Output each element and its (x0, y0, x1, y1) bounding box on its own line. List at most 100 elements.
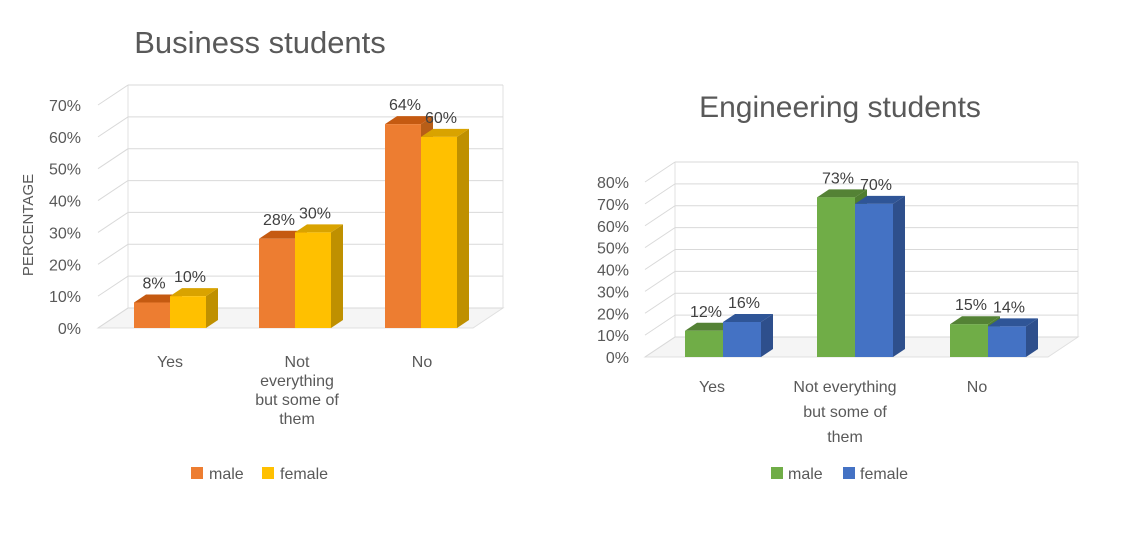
data-label: 16% (728, 295, 760, 312)
bar-front (685, 330, 723, 357)
bar-top (385, 116, 433, 125)
legend-label: male (209, 466, 244, 483)
x-tick-label: everything (260, 373, 334, 390)
bar-side (761, 314, 773, 357)
x-tick-label: Not everything (793, 379, 896, 396)
bar-front (855, 203, 893, 357)
gridline-side (644, 249, 676, 270)
gridline-side (97, 180, 129, 201)
y-tick-label: 30% (597, 284, 629, 301)
bar-top (855, 195, 905, 204)
engineering-students-chart: 0% 10% 20% 30% 40% 50% 60% 70% 80% Engineering st… (597, 91, 1080, 483)
bar-front (385, 124, 421, 328)
gridline-side (97, 148, 129, 170)
bar-front (421, 136, 457, 328)
y-tick-label: 80% (597, 175, 629, 192)
x-tick-label: No (412, 354, 433, 371)
x-tick-label: but some of (255, 392, 339, 409)
y-tick-label: 30% (49, 225, 81, 242)
bar-female-1 (855, 195, 905, 357)
legend-swatch (771, 467, 783, 479)
x-tick-label: No (967, 379, 988, 396)
y-tick-label: 70% (49, 98, 81, 115)
bar-top (817, 189, 867, 198)
bar-front (817, 197, 855, 357)
legend-swatch (843, 467, 855, 479)
gridline-side (97, 84, 129, 106)
x-category-label: Not everything but some of them (793, 379, 896, 446)
bar-top (988, 318, 1038, 327)
y-tick-label: 20% (49, 257, 81, 274)
x-tick-label: Not (285, 354, 310, 371)
y-tick-label: 0% (606, 350, 629, 367)
data-label: 73% (822, 170, 854, 187)
data-label: 14% (993, 299, 1025, 316)
legend-swatch (262, 467, 274, 479)
data-label: 28% (263, 212, 295, 229)
bar-front (134, 302, 170, 328)
bar-top (170, 288, 218, 297)
gridline-side (644, 270, 676, 292)
x-category-label: Yes (157, 354, 183, 371)
x-category-label: No (967, 379, 988, 396)
bar-side (1026, 318, 1038, 357)
data-label: 60% (425, 110, 457, 127)
bar-side (893, 195, 905, 357)
bar-top (723, 314, 773, 322)
y-tick-label: 40% (49, 194, 81, 211)
bar-female-1 (295, 224, 343, 328)
legend-item-female: female (843, 466, 908, 483)
legend-item-male: male (771, 466, 823, 483)
legend-label: female (280, 466, 328, 483)
bar-top (950, 316, 1000, 325)
x-tick-label: them (827, 429, 863, 446)
data-label: 70% (860, 177, 892, 194)
y-axis-label: PERCENTAGE (20, 174, 37, 276)
y-tick-label: 40% (597, 263, 629, 280)
x-tick-label: Yes (157, 354, 183, 371)
legend: male female (191, 466, 328, 483)
bar-female-2 (421, 128, 469, 328)
y-tick-label: 50% (597, 241, 629, 258)
bar-front (723, 322, 761, 357)
bar-top (295, 224, 343, 233)
gridline-side (97, 307, 129, 329)
data-label: 15% (955, 297, 987, 314)
legend-label: male (788, 466, 823, 483)
y-tick-label: 50% (49, 162, 81, 179)
gridline-side (644, 314, 676, 336)
y-tick-label: 60% (597, 219, 629, 236)
legend-swatch (191, 467, 203, 479)
data-label: 12% (690, 304, 722, 321)
bar-top (685, 322, 735, 331)
bar-top (421, 128, 469, 137)
bar-female-0 (723, 314, 773, 357)
x-tick-label: them (279, 411, 315, 428)
gridline-side (644, 336, 676, 358)
data-label: 64% (389, 97, 421, 114)
bar-side (457, 128, 469, 328)
data-label: 10% (174, 269, 206, 286)
gridline-side (97, 116, 129, 138)
x-tick-label: Yes (699, 379, 725, 396)
gridline-side (97, 243, 129, 265)
y-tick-label: 70% (597, 197, 629, 214)
legend-item-male: male (191, 466, 244, 483)
bar-side (331, 224, 343, 328)
data-label: 30% (299, 205, 331, 222)
y-tick-label: 10% (597, 328, 629, 345)
legend-label: female (860, 466, 908, 483)
gridline-side (644, 205, 676, 227)
bar-front (295, 232, 331, 328)
gridline-side (97, 275, 129, 297)
bar-female-2 (988, 318, 1038, 357)
bar-front (259, 238, 295, 328)
x-tick-label: but some of (803, 404, 887, 421)
gridline-side (644, 183, 676, 205)
data-label: 8% (142, 276, 165, 293)
x-category-label: Yes (699, 379, 725, 396)
legend: male female (771, 466, 908, 483)
business-students-chart: 0% 10% 20% 30% 40% 50% 60% 70% Business students… (20, 25, 505, 483)
x-category-label: Not everything but some of them (255, 354, 339, 428)
